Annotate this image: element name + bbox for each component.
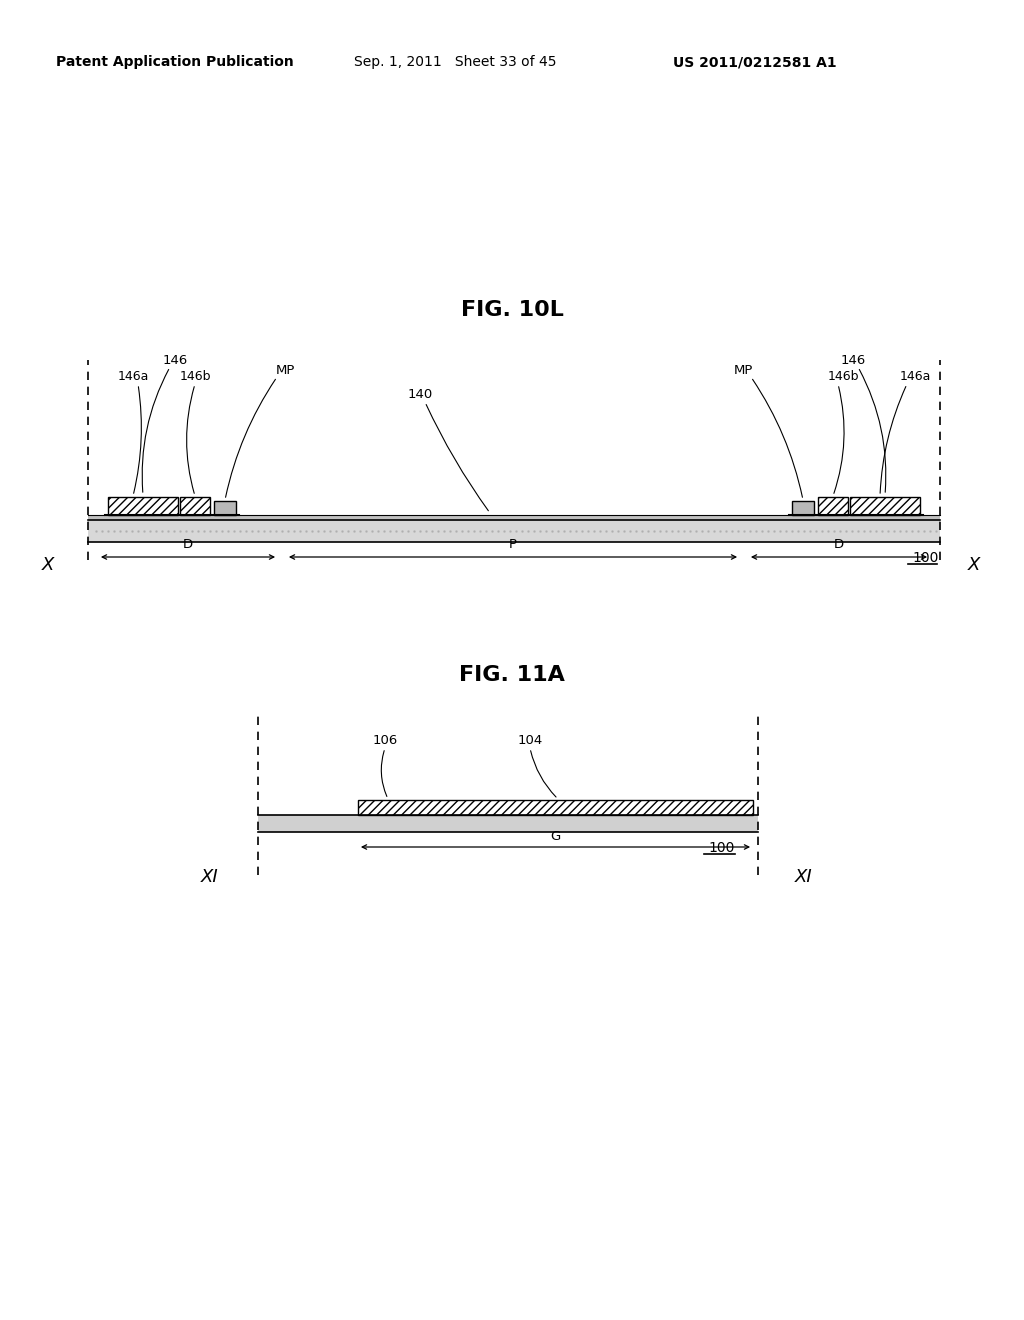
Text: XI: XI [796,869,813,886]
Text: 146: 146 [841,354,865,367]
Text: 100: 100 [912,550,938,565]
Text: Sep. 1, 2011   Sheet 33 of 45: Sep. 1, 2011 Sheet 33 of 45 [353,55,556,69]
Text: X: X [42,556,54,574]
Text: G: G [550,829,560,842]
Text: 100: 100 [708,841,734,855]
Text: 104: 104 [517,734,543,747]
Text: MP: MP [733,363,753,376]
Bar [180,498,210,515]
Bar [818,498,848,515]
Text: Patent Application Publication: Patent Application Publication [56,55,294,69]
Bar [214,502,236,515]
Text: 146a: 146a [899,371,931,384]
Text: 146b: 146b [179,371,211,384]
Text: FIG. 10L: FIG. 10L [461,300,563,319]
Text: FIG. 11A: FIG. 11A [459,665,565,685]
Text: D: D [834,539,844,552]
Bar [258,814,758,832]
Text: 146a: 146a [118,371,148,384]
Text: D: D [183,539,194,552]
Text: MP: MP [275,363,295,376]
Text: P: P [509,539,517,552]
Bar [108,498,178,515]
Text: 106: 106 [373,734,397,747]
Bar [792,502,814,515]
Text: US 2011/0212581 A1: US 2011/0212581 A1 [673,55,837,69]
Text: 146: 146 [163,354,187,367]
Text: 146b: 146b [827,371,859,384]
Text: 140: 140 [408,388,432,401]
Text: X: X [968,556,980,574]
Bar [88,515,940,520]
Bar [358,800,753,814]
Bar [850,498,920,515]
Text: XI: XI [201,869,219,886]
Bar [88,520,940,543]
